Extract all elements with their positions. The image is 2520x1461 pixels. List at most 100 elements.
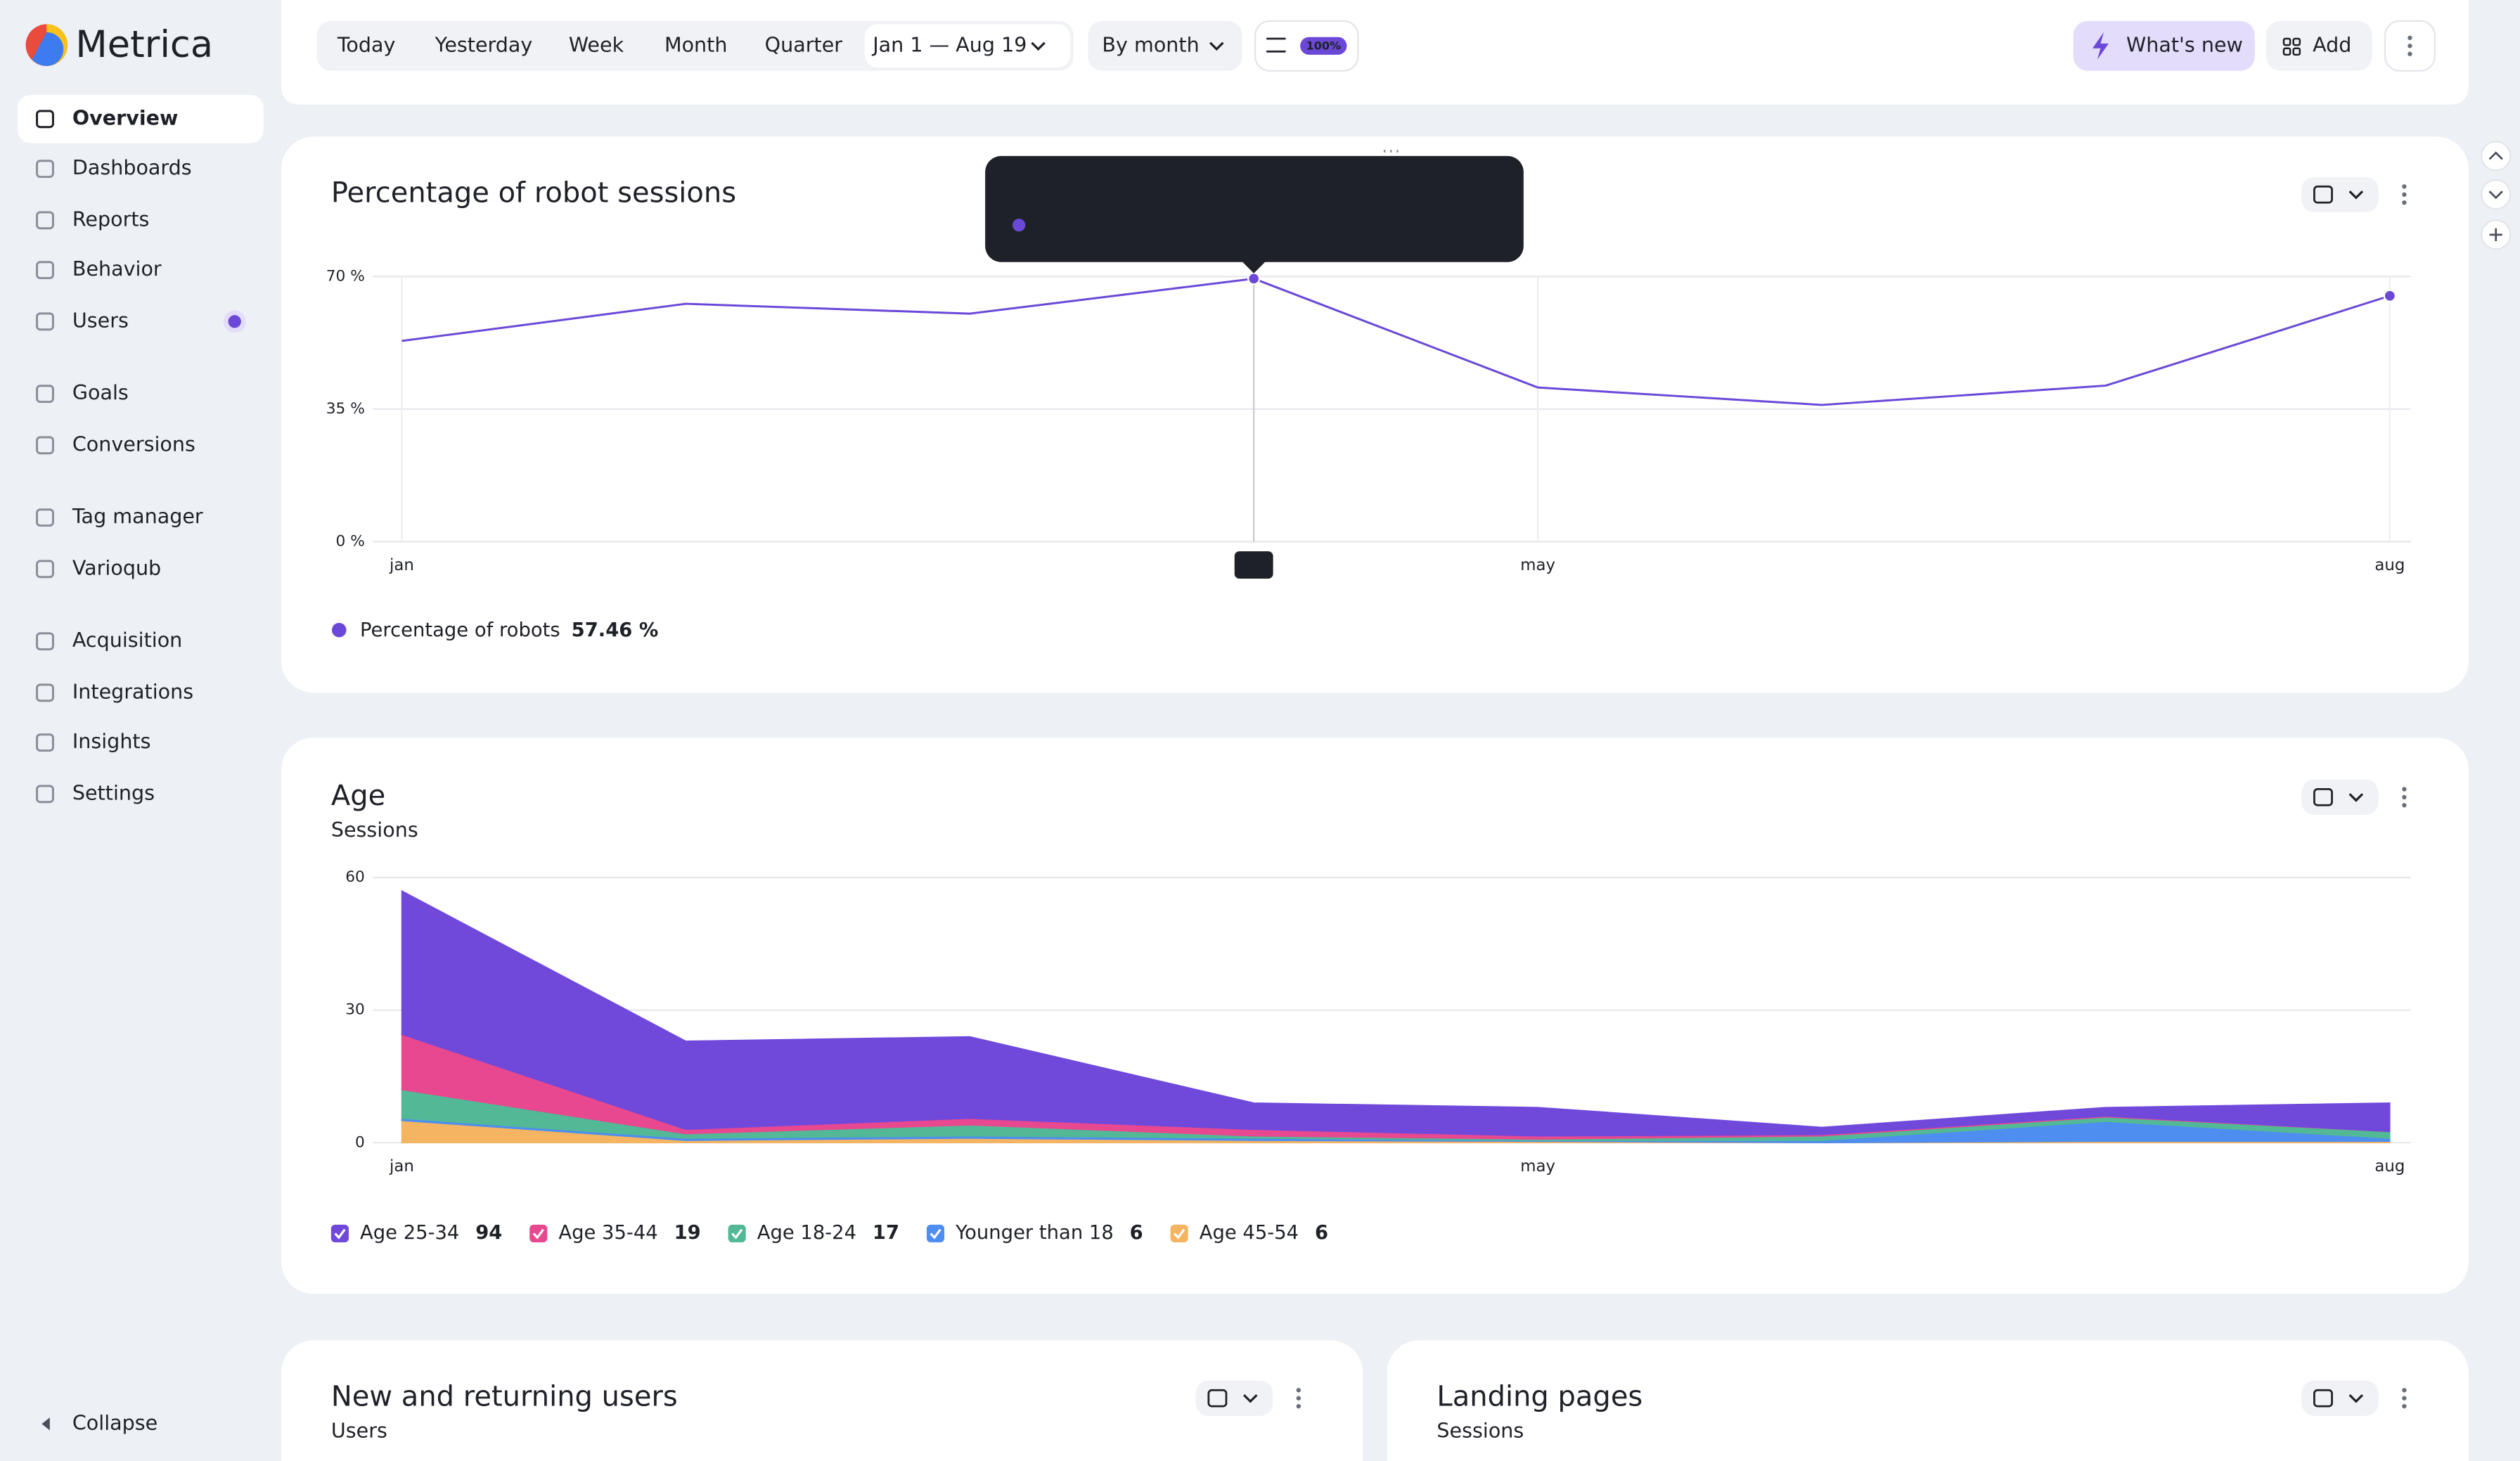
whats-new[interactable]: What's new <box>2126 32 2243 56</box>
card <box>281 1340 1363 1461</box>
nav-icon <box>36 110 54 129</box>
nav-item[interactable]: Overview <box>72 105 179 129</box>
checkmark <box>532 1228 544 1240</box>
nav-item[interactable]: Goals <box>72 380 129 404</box>
nav-icon <box>36 312 54 331</box>
y-tick-label: 35 % <box>326 400 365 418</box>
nav-item[interactable]: Reports <box>72 207 150 231</box>
nav-item[interactable]: Insights <box>72 729 151 753</box>
chart-type-button[interactable] <box>2301 1380 2379 1416</box>
nav-item[interactable]: Users <box>72 308 129 332</box>
menu-dot <box>2402 184 2407 189</box>
x-tick-label: jan <box>389 556 414 574</box>
legend-label[interactable]: Age 25-34 <box>360 1222 459 1244</box>
menu-dot <box>1296 1396 1301 1401</box>
nav-icon <box>36 560 54 579</box>
checkmark <box>930 1228 941 1240</box>
legend-label[interactable]: Age 45-54 <box>1200 1222 1299 1244</box>
legend-total: 94 <box>475 1222 502 1244</box>
menu-dot <box>2402 794 2407 800</box>
chart-type-button[interactable] <box>1195 1380 1273 1416</box>
nav-icon <box>36 632 54 651</box>
chart-title: Percentage of robot sessions <box>331 177 736 210</box>
tooltip-value: 69.44 % <box>1413 212 1496 236</box>
legend-swatch <box>332 622 347 638</box>
chevron-icon <box>2348 1394 2364 1403</box>
chart-type-button[interactable] <box>2301 779 2379 815</box>
period-button[interactable]: Week <box>569 32 624 56</box>
menu-dot <box>2408 44 2412 49</box>
area-series <box>401 889 2391 1137</box>
logo-text: Metrica <box>75 23 213 66</box>
add-icon <box>2282 47 2291 56</box>
date-range[interactable]: Jan 1 — Aug 19 <box>871 32 1027 56</box>
legend-total: 19 <box>674 1222 701 1244</box>
menu-dot <box>2402 200 2407 205</box>
sampling: 100% <box>1306 39 1341 52</box>
legend-total: 6 <box>1315 1222 1328 1244</box>
chart-type-button[interactable] <box>2301 176 2379 212</box>
chevron-icon <box>2348 793 2364 802</box>
x-tick-label: jan <box>389 1157 414 1176</box>
y-tick-label: 0 % <box>336 532 365 550</box>
legend-checkbox[interactable] <box>1170 1224 1188 1242</box>
nav-item[interactable]: Behavior <box>72 257 162 281</box>
legend-checkbox[interactable] <box>728 1224 746 1242</box>
x-tick-label: aug <box>2374 1157 2405 1176</box>
menu-dot <box>2402 803 2407 808</box>
card-subtitle: Users <box>331 1419 387 1443</box>
add-button[interactable] <box>2265 20 2372 71</box>
checkmark <box>334 1228 346 1240</box>
card <box>1387 1340 2469 1461</box>
side-control[interactable] <box>2480 141 2512 172</box>
legend-checkbox[interactable] <box>926 1224 945 1242</box>
chevron-icon <box>2348 191 2364 200</box>
date-range-box <box>864 24 1071 68</box>
add[interactable]: Add <box>2313 32 2351 56</box>
card-subtitle: Sessions <box>1436 1419 1524 1443</box>
y-tick-label: 0 <box>355 1133 365 1151</box>
nav-item[interactable]: Acquisition <box>72 628 182 652</box>
legend-label[interactable]: Age 35-44 <box>558 1222 657 1244</box>
nav-item[interactable]: Dashboards <box>72 155 192 179</box>
side-control[interactable] <box>2480 179 2512 210</box>
whats-new-button[interactable] <box>2073 20 2255 71</box>
arrow-icon <box>2488 151 2503 160</box>
collapse-button[interactable]: Collapse <box>72 1410 158 1434</box>
nav-item[interactable]: Varioqub <box>72 555 161 579</box>
period-button[interactable]: Month <box>664 32 728 56</box>
period-button[interactable]: Today <box>337 32 396 56</box>
logo-part <box>32 32 64 66</box>
tooltip-series: Percentage of robots <box>1039 212 1247 236</box>
legend-label[interactable]: Younger than 18 <box>955 1222 1114 1244</box>
menu-dot <box>1296 1388 1301 1393</box>
menu-dot <box>2408 35 2412 41</box>
grouping-box <box>1088 20 1242 71</box>
menu-dot <box>1296 1403 1301 1409</box>
nav-item[interactable]: Tag manager <box>72 504 203 528</box>
nav-item[interactable]: Integrations <box>72 679 193 703</box>
x-tick-label: apr <box>1240 556 1267 574</box>
chart-type-icon <box>2313 1389 2333 1408</box>
menu-dot <box>2402 787 2407 792</box>
nav-icon <box>36 683 54 702</box>
nav-item[interactable]: Conversions <box>72 432 195 456</box>
legend-label[interactable]: Age 18-24 <box>757 1222 856 1244</box>
chart-title: Age <box>331 780 385 812</box>
users-badge <box>228 315 241 328</box>
legend-checkbox[interactable] <box>330 1224 349 1242</box>
nav-icon <box>36 436 54 455</box>
legend-total: 6 <box>1130 1222 1143 1244</box>
legend-checkbox[interactable] <box>529 1224 548 1242</box>
sampling-badge <box>1300 37 1347 55</box>
nav-item[interactable]: Settings <box>72 780 155 804</box>
period-button[interactable]: Yesterday <box>435 32 533 56</box>
bolt-icon <box>2092 32 2109 60</box>
x-label-highlight <box>1234 551 1273 579</box>
period-button[interactable]: Quarter <box>765 32 843 56</box>
grouping[interactable]: By month <box>1102 32 1199 56</box>
menu-dot <box>2402 1396 2407 1401</box>
nav-icon <box>36 733 54 752</box>
nav-icon <box>36 160 54 179</box>
arrow-icon <box>2488 191 2503 200</box>
